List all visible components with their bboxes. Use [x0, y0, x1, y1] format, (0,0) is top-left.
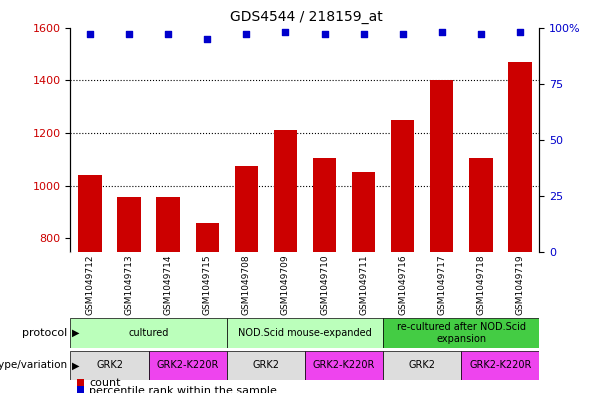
Text: GRK2-K220R: GRK2-K220R — [313, 360, 375, 370]
Point — [319, 31, 329, 37]
Bar — [235, 166, 258, 393]
Text: GSM1049712: GSM1049712 — [86, 255, 94, 315]
Bar — [78, 175, 102, 393]
Text: GSM1049710: GSM1049710 — [320, 255, 329, 316]
Bar — [469, 158, 493, 393]
Bar — [383, 318, 539, 348]
Text: ▶: ▶ — [72, 360, 79, 370]
Text: NOD.Scid mouse-expanded: NOD.Scid mouse-expanded — [238, 328, 372, 338]
Text: GRK2: GRK2 — [409, 360, 436, 370]
Text: GDS4544 / 218159_at: GDS4544 / 218159_at — [230, 10, 383, 24]
Point — [515, 29, 525, 35]
Point — [85, 31, 95, 37]
Text: GSM1049714: GSM1049714 — [164, 255, 173, 315]
Bar — [508, 62, 531, 393]
Point — [476, 31, 485, 37]
Bar — [196, 223, 219, 393]
Text: cultured: cultured — [129, 328, 169, 338]
Text: GSM1049718: GSM1049718 — [476, 255, 485, 316]
Text: GRK2: GRK2 — [96, 360, 123, 370]
Bar — [462, 351, 539, 380]
Text: GSM1049713: GSM1049713 — [124, 255, 134, 316]
Text: ▶: ▶ — [72, 328, 79, 338]
Point — [437, 29, 447, 35]
Bar — [430, 80, 454, 393]
Point — [124, 31, 134, 37]
Text: genotype/variation: genotype/variation — [0, 360, 67, 370]
Text: GSM1049717: GSM1049717 — [437, 255, 446, 316]
Bar — [274, 130, 297, 393]
Point — [359, 31, 368, 37]
Text: GSM1049709: GSM1049709 — [281, 255, 290, 316]
Point — [202, 35, 212, 42]
Bar — [149, 351, 227, 380]
Text: GSM1049719: GSM1049719 — [516, 255, 524, 316]
Bar — [352, 173, 375, 393]
Bar — [70, 351, 149, 380]
Bar — [305, 351, 383, 380]
Bar — [70, 318, 227, 348]
Text: GSM1049708: GSM1049708 — [242, 255, 251, 316]
Text: GSM1049716: GSM1049716 — [398, 255, 407, 316]
Bar — [118, 198, 141, 393]
Bar — [391, 120, 414, 393]
Bar — [227, 318, 383, 348]
Point — [242, 31, 251, 37]
Text: re-cultured after NOD.Scid
expansion: re-cultured after NOD.Scid expansion — [397, 322, 526, 344]
Text: GSM1049715: GSM1049715 — [203, 255, 211, 316]
Point — [163, 31, 173, 37]
Text: GSM1049711: GSM1049711 — [359, 255, 368, 316]
Text: GRK2-K220R: GRK2-K220R — [469, 360, 531, 370]
Bar — [313, 158, 336, 393]
Text: GRK2-K220R: GRK2-K220R — [156, 360, 219, 370]
Text: percentile rank within the sample: percentile rank within the sample — [89, 386, 276, 393]
Bar — [227, 351, 305, 380]
Text: protocol: protocol — [22, 328, 67, 338]
Point — [281, 29, 291, 35]
Text: count: count — [89, 378, 120, 388]
Text: GRK2: GRK2 — [253, 360, 280, 370]
Bar — [383, 351, 462, 380]
Bar — [156, 198, 180, 393]
Point — [398, 31, 408, 37]
